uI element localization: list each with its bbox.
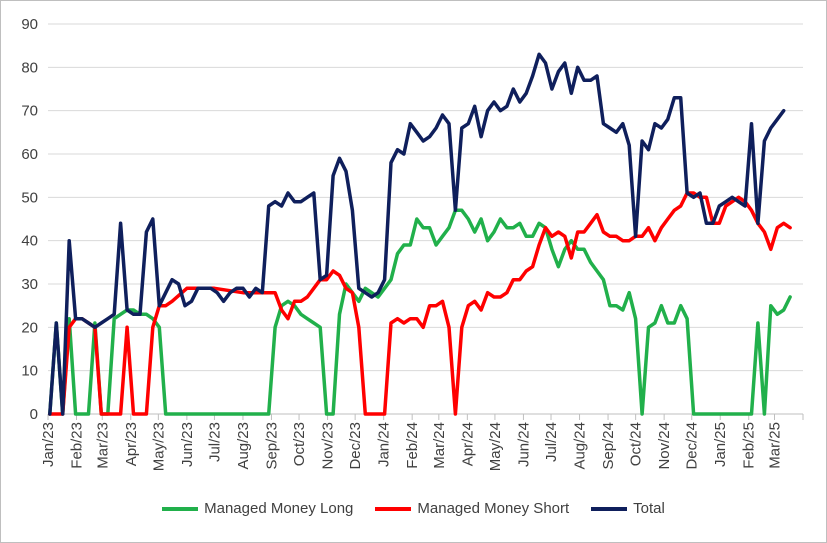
x-tick-label: Jul/24 [543,422,560,462]
legend: Managed Money Long Managed Money Short T… [0,500,827,517]
series-lines [48,52,792,416]
legend-swatch-short [375,506,412,511]
x-tick-label: Nov/24 [656,422,673,470]
y-tick-label: 60 [21,146,38,163]
x-tick-label: Jun/24 [515,422,532,467]
legend-label-long: Managed Money Long [204,500,354,517]
x-tick-label: Jul/23 [206,422,223,462]
y-tick-label: 10 [21,363,38,380]
y-tick-label: 40 [21,233,38,250]
x-tick-label: Feb/25 [741,422,758,469]
x-axis: Jan/23 Feb/23 Mar/23 Apr/23 May/23 Jun/23 Jul/… [40,413,804,471]
y-tick-label: 90 [21,16,38,33]
x-tick-label: May/24 [487,422,504,471]
x-tick-label: Aug/23 [235,422,252,470]
legend-item-short: Managed Money Short [375,500,569,517]
x-tick-label: May/23 [150,422,167,471]
x-tick-label: Dec/24 [684,422,701,470]
legend-item-long: Managed Money Long [162,500,353,517]
x-tick-label: Sep/24 [600,422,617,470]
legend-swatch-total [591,506,628,511]
x-tick-label: Mar/23 [94,422,111,469]
x-tick-label: Feb/23 [69,422,86,469]
x-tick-label: Mar/25 [766,422,783,469]
legend-item-total: Total [591,500,665,517]
series-line-long [48,208,792,416]
legend-label-short: Managed Money Short [417,500,570,517]
x-tick-label: Jan/24 [376,422,393,467]
x-tick-label: Jan/23 [40,422,57,467]
x-tick-label: Apr/23 [123,422,140,466]
legend-swatch-long [162,506,199,511]
x-tick-label: Apr/24 [459,422,476,466]
legend-label-total: Total [633,500,665,517]
x-tick-label: Oct/23 [291,422,308,466]
x-tick-label: Jun/23 [179,422,196,467]
y-tick-label: 50 [21,189,38,206]
x-tick-label: Jan/25 [712,422,729,467]
x-tick-label: Sep/23 [263,422,280,470]
y-tick-label: 80 [21,59,38,76]
y-tick-label: 70 [21,103,38,120]
series-line-short [48,191,792,416]
series-line-total [48,52,786,416]
y-axis-ticks: 0 10 20 30 40 50 60 70 80 90 [21,16,38,423]
x-tick-label: Feb/24 [404,422,421,469]
y-tick-label: 0 [30,406,38,423]
gridlines [48,23,803,372]
x-tick-label: Dec/23 [347,422,364,470]
x-tick-label: Mar/24 [431,422,448,469]
x-tick-label: Oct/24 [628,422,645,466]
y-tick-label: 30 [21,276,38,293]
x-tick-label: Nov/23 [320,422,337,470]
x-tick-label: Aug/24 [572,422,589,470]
y-tick-label: 20 [21,319,38,336]
